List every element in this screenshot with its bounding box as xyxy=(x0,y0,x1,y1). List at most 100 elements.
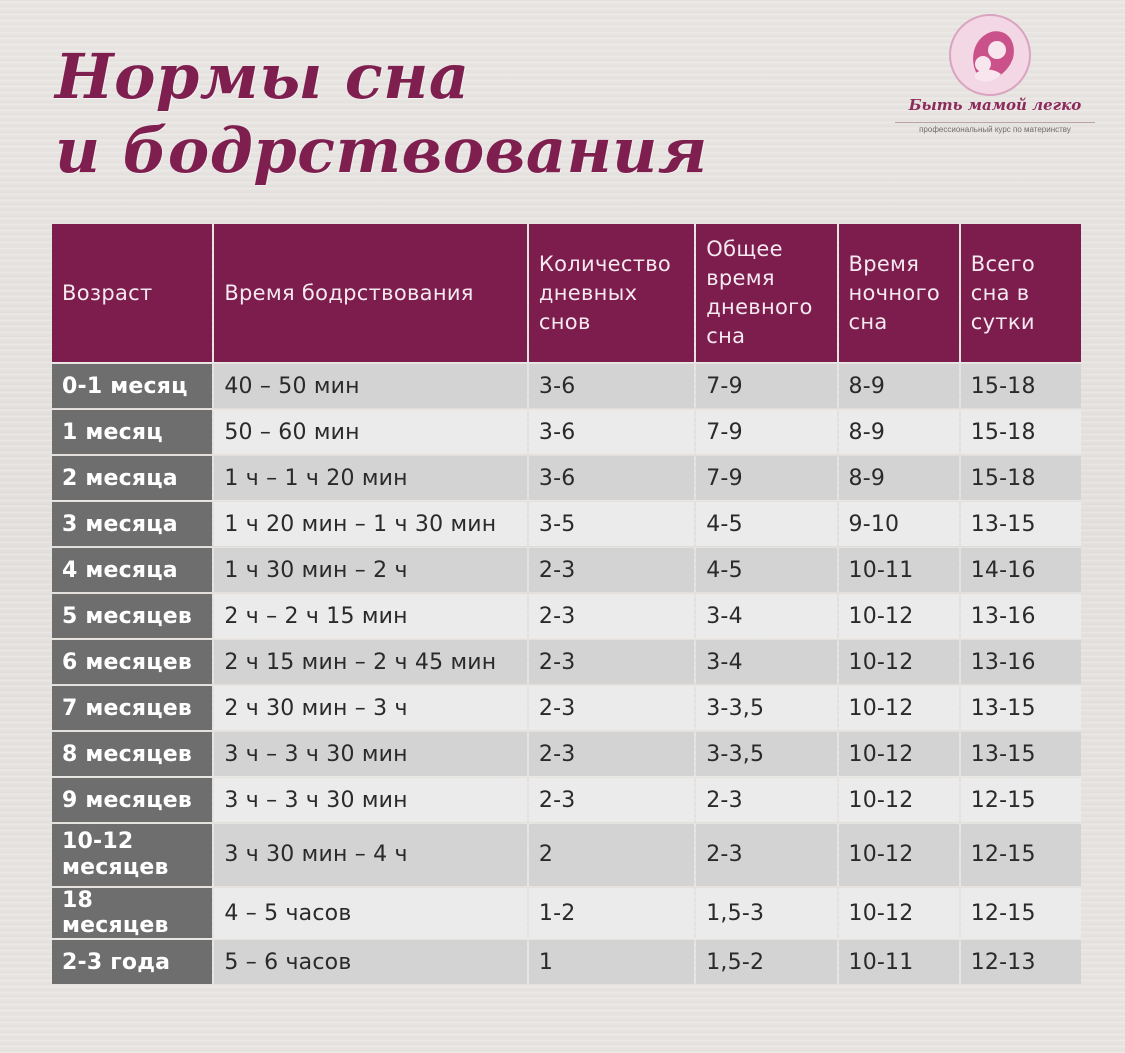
cell-wake-time: 2 ч 15 мин – 2 ч 45 мин xyxy=(214,640,527,684)
cell-wake-time: 1 ч 30 мин – 2 ч xyxy=(214,548,527,592)
table-row: 8 месяцев 3 ч – 3 ч 30 мин 2-3 3-3,5 10-12 13… xyxy=(52,732,1081,776)
cell-night-sleep: 10-12 xyxy=(838,732,959,776)
brand-logo: Быть мамой легко профессиональный курс п… xyxy=(895,8,1095,138)
cell-total-daytime-sleep: 3-3,5 xyxy=(696,686,837,730)
cell-age: 0-1 месяц xyxy=(52,364,213,408)
cell-total-daytime-sleep: 3-3,5 xyxy=(696,732,837,776)
cell-age: 2 месяца xyxy=(52,456,213,500)
cell-wake-time: 3 ч 30 мин – 4 ч xyxy=(214,824,527,886)
table-row: 9 месяцев 3 ч – 3 ч 30 мин 2-3 2-3 10-12 12-1… xyxy=(52,778,1081,822)
cell-total-daytime-sleep: 2-3 xyxy=(696,778,837,822)
cell-total-daytime-sleep: 3-4 xyxy=(696,640,837,684)
cell-nap-count: 3-6 xyxy=(528,456,695,500)
cell-total-sleep: 15-18 xyxy=(960,410,1081,454)
cell-total-sleep: 12-15 xyxy=(960,888,1081,938)
header-total-daytime-sleep: Общее время дневного сна xyxy=(696,224,837,362)
header-wake-time: Время бодрствования xyxy=(214,224,527,362)
cell-total-daytime-sleep: 1,5-3 xyxy=(696,888,837,938)
header-nap-count: Количество дневных снов xyxy=(528,224,695,362)
cell-nap-count: 2-3 xyxy=(528,686,695,730)
cell-total-daytime-sleep: 7-9 xyxy=(696,364,837,408)
cell-wake-time: 3 ч – 3 ч 30 мин xyxy=(214,732,527,776)
header-total-sleep: Всего сна в сутки xyxy=(960,224,1081,362)
cell-night-sleep: 10-12 xyxy=(838,686,959,730)
header-night-sleep: Время ночного сна xyxy=(838,224,959,362)
cell-age: 9 месяцев xyxy=(52,778,213,822)
table-row: 2-3 года 5 – 6 часов 1 1,5-2 10-11 12-13 xyxy=(52,940,1081,984)
cell-total-daytime-sleep: 3-4 xyxy=(696,594,837,638)
table-row: 2 месяца 1 ч – 1 ч 20 мин 3-6 7-9 8-9 15-18 xyxy=(52,456,1081,500)
cell-nap-count: 3-6 xyxy=(528,410,695,454)
cell-age: 2-3 года xyxy=(52,940,213,984)
cell-age: 3 месяца xyxy=(52,502,213,546)
cell-total-daytime-sleep: 2-3 xyxy=(696,824,837,886)
cell-night-sleep: 8-9 xyxy=(838,364,959,408)
cell-total-sleep: 13-15 xyxy=(960,732,1081,776)
cell-nap-count: 1 xyxy=(528,940,695,984)
cell-wake-time: 1 ч – 1 ч 20 мин xyxy=(214,456,527,500)
table-row: 6 месяцев 2 ч 15 мин – 2 ч 45 мин 2-3 3-4 10… xyxy=(52,640,1081,684)
cell-wake-time: 3 ч – 3 ч 30 мин xyxy=(214,778,527,822)
cell-wake-time: 2 ч – 2 ч 15 мин xyxy=(214,594,527,638)
cell-age: 10-12 месяцев xyxy=(52,824,213,886)
cell-wake-time: 40 – 50 мин xyxy=(214,364,527,408)
cell-total-sleep: 13-16 xyxy=(960,594,1081,638)
cell-total-daytime-sleep: 7-9 xyxy=(696,410,837,454)
cell-total-daytime-sleep: 7-9 xyxy=(696,456,837,500)
logo-name: Быть мамой легко xyxy=(908,96,1082,114)
logo-tagline: профессиональный курс по материнству xyxy=(895,122,1095,134)
cell-total-sleep: 13-15 xyxy=(960,686,1081,730)
cell-night-sleep: 10-11 xyxy=(838,940,959,984)
cell-wake-time: 2 ч 30 мин – 3 ч xyxy=(214,686,527,730)
cell-total-daytime-sleep: 4-5 xyxy=(696,548,837,592)
table-row: 0-1 месяц 40 – 50 мин 3-6 7-9 8-9 15-18 xyxy=(52,364,1081,408)
cell-age: 1 месяц xyxy=(52,410,213,454)
cell-total-daytime-sleep: 4-5 xyxy=(696,502,837,546)
cell-wake-time: 50 – 60 мин xyxy=(214,410,527,454)
cell-wake-time: 1 ч 20 мин – 1 ч 30 мин xyxy=(214,502,527,546)
mother-child-logo-icon xyxy=(949,14,1031,96)
cell-nap-count: 2-3 xyxy=(528,594,695,638)
page-title: Нормы сна и бодрствования xyxy=(55,40,708,188)
cell-nap-count: 3-6 xyxy=(528,364,695,408)
title-line-1: Нормы сна xyxy=(55,40,470,113)
title-line-2: и бодрствования xyxy=(55,114,708,187)
cell-nap-count: 2 xyxy=(528,824,695,886)
cell-nap-count: 2-3 xyxy=(528,732,695,776)
table-row: 18 месяцев 4 – 5 часов 1-2 1,5-3 10-12 12-15 xyxy=(52,888,1081,938)
cell-night-sleep: 8-9 xyxy=(838,456,959,500)
table-row: 1 месяц 50 – 60 мин 3-6 7-9 8-9 15-18 xyxy=(52,410,1081,454)
cell-total-sleep: 13-16 xyxy=(960,640,1081,684)
cell-nap-count: 2-3 xyxy=(528,640,695,684)
cell-wake-time: 4 – 5 часов xyxy=(214,888,527,938)
cell-age: 4 месяца xyxy=(52,548,213,592)
header-age: Возраст xyxy=(52,224,213,362)
sleep-norms-table: Возраст Время бодрствования Количество д… xyxy=(50,222,1083,986)
table-row: 4 месяца 1 ч 30 мин – 2 ч 2-3 4-5 10-11 14-16 xyxy=(52,548,1081,592)
cell-night-sleep: 10-12 xyxy=(838,778,959,822)
table-row: 7 месяцев 2 ч 30 мин – 3 ч 2-3 3-3,5 10-12 13… xyxy=(52,686,1081,730)
cell-night-sleep: 10-12 xyxy=(838,824,959,886)
cell-night-sleep: 10-12 xyxy=(838,594,959,638)
table-header-row: Возраст Время бодрствования Количество д… xyxy=(52,224,1081,362)
cell-nap-count: 3-5 xyxy=(528,502,695,546)
cell-nap-count: 2-3 xyxy=(528,778,695,822)
cell-total-sleep: 14-16 xyxy=(960,548,1081,592)
cell-age: 5 месяцев xyxy=(52,594,213,638)
cell-total-sleep: 12-15 xyxy=(960,778,1081,822)
cell-total-sleep: 15-18 xyxy=(960,364,1081,408)
cell-age: 7 месяцев xyxy=(52,686,213,730)
cell-total-sleep: 12-13 xyxy=(960,940,1081,984)
cell-total-sleep: 12-15 xyxy=(960,824,1081,886)
cell-night-sleep: 10-12 xyxy=(838,640,959,684)
cell-night-sleep: 8-9 xyxy=(838,410,959,454)
cell-nap-count: 1-2 xyxy=(528,888,695,938)
cell-total-sleep: 15-18 xyxy=(960,456,1081,500)
table-row: 5 месяцев 2 ч – 2 ч 15 мин 2-3 3-4 10-12 13-1… xyxy=(52,594,1081,638)
cell-night-sleep: 9-10 xyxy=(838,502,959,546)
cell-night-sleep: 10-11 xyxy=(838,548,959,592)
cell-wake-time: 5 – 6 часов xyxy=(214,940,527,984)
cell-total-sleep: 13-15 xyxy=(960,502,1081,546)
cell-total-daytime-sleep: 1,5-2 xyxy=(696,940,837,984)
cell-age: 18 месяцев xyxy=(52,888,213,938)
